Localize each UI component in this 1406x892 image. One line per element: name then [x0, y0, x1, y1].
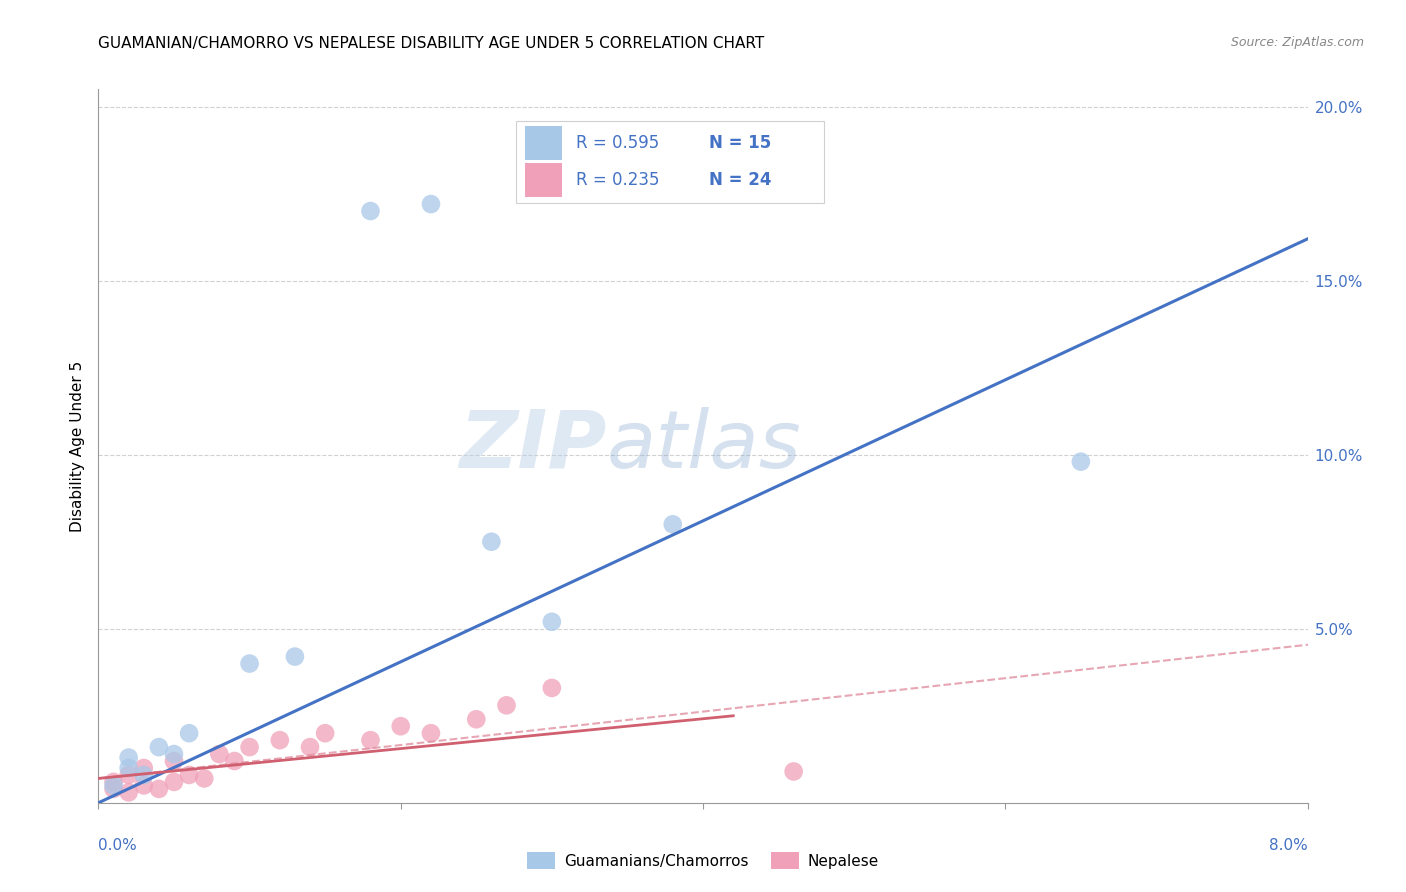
Y-axis label: Disability Age Under 5: Disability Age Under 5 [69, 360, 84, 532]
FancyBboxPatch shape [516, 121, 824, 203]
Point [783, 764, 806, 779]
Point [208, 747, 231, 761]
Point [148, 740, 170, 755]
Point [239, 740, 262, 755]
Point [103, 775, 125, 789]
Point [118, 785, 141, 799]
Point [103, 778, 125, 792]
Text: R = 0.595: R = 0.595 [576, 134, 659, 152]
Bar [526, 126, 561, 160]
Point [163, 747, 186, 761]
Point [132, 761, 155, 775]
Point [541, 615, 564, 629]
Text: Source: ZipAtlas.com: Source: ZipAtlas.com [1230, 36, 1364, 49]
Point [179, 768, 201, 782]
Point [148, 781, 170, 796]
Point [179, 726, 201, 740]
Text: N = 15: N = 15 [709, 134, 772, 152]
Point [481, 534, 503, 549]
Point [389, 719, 412, 733]
Text: 0.0%: 0.0% [98, 838, 138, 853]
Point [420, 197, 443, 211]
Point [103, 781, 125, 796]
Point [193, 772, 215, 786]
Bar [526, 162, 561, 197]
Point [163, 754, 186, 768]
Legend: Guamanians/Chamorros, Nepalese: Guamanians/Chamorros, Nepalese [520, 846, 886, 875]
Text: R = 0.235: R = 0.235 [576, 171, 659, 189]
Point [269, 733, 291, 747]
Point [465, 712, 488, 726]
Point [132, 778, 155, 792]
Point [132, 768, 155, 782]
Text: GUAMANIAN/CHAMORRO VS NEPALESE DISABILITY AGE UNDER 5 CORRELATION CHART: GUAMANIAN/CHAMORRO VS NEPALESE DISABILIT… [98, 36, 765, 51]
Point [118, 768, 141, 782]
Point [541, 681, 564, 695]
Point [163, 775, 186, 789]
Point [118, 750, 141, 764]
Text: 8.0%: 8.0% [1268, 838, 1308, 853]
Point [224, 754, 246, 768]
Point [360, 733, 382, 747]
Text: atlas: atlas [606, 407, 801, 485]
Point [420, 726, 443, 740]
Point [662, 517, 685, 532]
Point [118, 761, 141, 775]
Point [284, 649, 307, 664]
Text: N = 24: N = 24 [709, 171, 772, 189]
Point [495, 698, 517, 713]
Point [314, 726, 336, 740]
Text: ZIP: ZIP [458, 407, 606, 485]
Point [299, 740, 322, 755]
Point [239, 657, 262, 671]
Point [360, 204, 382, 219]
Point [1070, 455, 1092, 469]
